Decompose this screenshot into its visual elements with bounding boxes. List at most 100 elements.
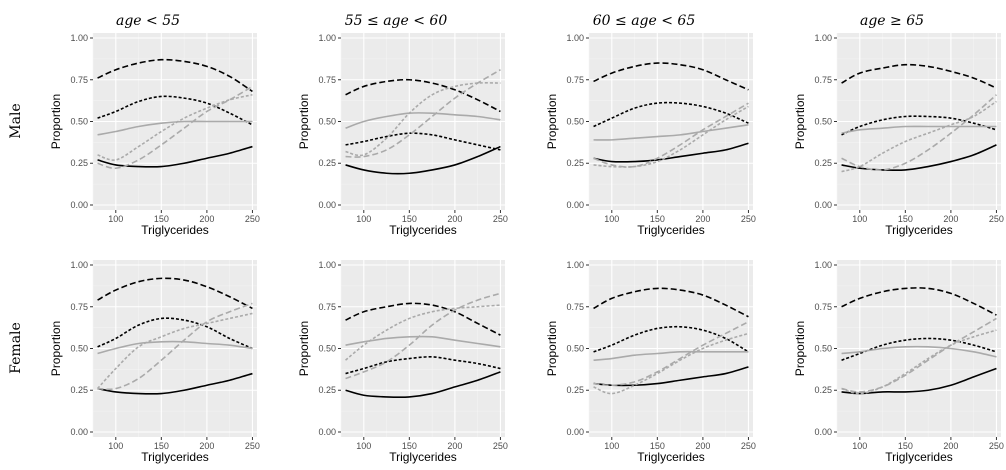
curve-solid-gray	[593, 350, 749, 361]
x-axis-title: Triglycerides	[885, 450, 953, 464]
x-tick-label: 200	[943, 441, 958, 451]
curve-short-dash-black	[593, 325, 749, 353]
curve-solid-black	[593, 142, 749, 163]
y-tick-label: 0.50	[70, 117, 88, 127]
x-axis-title: Triglycerides	[637, 223, 705, 237]
curve-solid-gray	[345, 112, 501, 129]
x-tick-label: 250	[245, 214, 260, 224]
y-tick-label: 0.50	[566, 117, 584, 127]
y-tick-label: 0.25	[814, 385, 832, 395]
y-tick-label: 0.75	[566, 302, 584, 312]
curve-solid-black	[97, 372, 253, 395]
y-tick-label: 0.75	[814, 75, 832, 85]
x-tick-label: 100	[356, 214, 371, 224]
column-title-age-60-to-65: 60 ≤ age < 65	[593, 13, 696, 29]
y-tick-label: 1.00	[566, 260, 584, 270]
x-axis-title: Triglycerides	[141, 223, 209, 237]
x-tick-label: 250	[245, 441, 260, 451]
panel-1-0: 0.00 0.25 0.50 0.75 1.00 100 150 200 250 Triglyce…	[49, 260, 260, 464]
y-tick-label: 0.25	[318, 158, 336, 168]
y-tick-label: 0.00	[318, 427, 336, 437]
x-tick-label: 150	[402, 214, 417, 224]
x-tick-label: 250	[741, 441, 756, 451]
row-title-male: Male	[8, 103, 24, 138]
y-tick-label: 0.25	[814, 158, 832, 168]
x-tick-label: 200	[695, 441, 710, 451]
y-tick-label: 0.75	[318, 75, 336, 85]
x-tick-label: 250	[493, 214, 508, 224]
y-tick-label: 0.50	[318, 344, 336, 354]
panel-1-3: 0.00 0.25 0.50 0.75 1.00 100 150 200 250 Triglyce…	[793, 260, 1004, 464]
curve-short-dash-gray	[345, 82, 501, 157]
y-tick-label: 0.00	[814, 200, 832, 210]
y-tick-label: 0.25	[566, 158, 584, 168]
y-tick-label: 0.50	[566, 344, 584, 354]
y-tick-label: 0.50	[70, 344, 88, 354]
curve-long-dash-gray	[345, 69, 501, 158]
x-axis-title: Triglycerides	[637, 450, 705, 464]
x-tick-label: 250	[493, 441, 508, 451]
x-tick-label: 150	[154, 214, 169, 224]
x-tick-label: 200	[199, 214, 214, 224]
x-tick-label: 150	[402, 441, 417, 451]
curve-short-dash-black	[841, 115, 997, 136]
y-axis-title: Proportion	[545, 94, 559, 149]
curve-solid-black	[345, 145, 501, 175]
y-tick-label: 0.75	[566, 75, 584, 85]
curve-long-dash-black	[593, 287, 749, 318]
y-tick-label: 1.00	[70, 33, 88, 43]
y-axis-title: Proportion	[793, 321, 807, 376]
y-tick-label: 0.25	[566, 385, 584, 395]
x-tick-label: 100	[356, 441, 371, 451]
x-tick-label: 100	[852, 441, 867, 451]
curve-solid-black	[841, 144, 997, 172]
x-tick-label: 250	[741, 214, 756, 224]
y-tick-label: 0.00	[70, 427, 88, 437]
y-tick-label: 1.00	[318, 33, 336, 43]
column-title-age-65-plus: age ≥ 65	[860, 13, 924, 29]
y-tick-label: 1.00	[814, 260, 832, 270]
curve-long-dash-black	[97, 58, 253, 93]
y-axis-title: Proportion	[297, 94, 311, 149]
y-tick-label: 0.25	[70, 385, 88, 395]
y-tick-label: 0.75	[70, 75, 88, 85]
curve-long-dash-black	[841, 287, 997, 316]
y-tick-label: 1.00	[566, 33, 584, 43]
curve-solid-gray	[841, 125, 997, 134]
x-axis-title: Triglycerides	[389, 223, 457, 237]
curve-short-dash-black	[593, 101, 749, 128]
y-axis-title: Proportion	[49, 94, 63, 149]
x-axis-title: Triglycerides	[389, 450, 457, 464]
curve-short-dash-black	[841, 337, 997, 361]
curve-short-dash-gray	[593, 332, 749, 395]
y-tick-label: 0.75	[814, 302, 832, 312]
curve-solid-gray	[345, 335, 501, 348]
y-tick-label: 0.50	[814, 344, 832, 354]
y-tick-label: 0.00	[814, 427, 832, 437]
curve-long-dash-gray	[97, 302, 253, 391]
y-tick-label: 0.25	[318, 385, 336, 395]
curve-solid-gray	[593, 124, 749, 141]
y-tick-label: 1.00	[318, 260, 336, 270]
x-tick-label: 200	[695, 214, 710, 224]
x-tick-label: 100	[852, 214, 867, 224]
panel-0-2: 0.00 0.25 0.50 0.75 1.00 100 150 200 250 Triglyce…	[545, 33, 756, 237]
x-tick-label: 200	[447, 441, 462, 451]
row-title-female: Female	[8, 322, 24, 374]
curve-short-dash-gray	[345, 304, 501, 361]
y-axis-title: Proportion	[793, 94, 807, 149]
x-tick-label: 100	[604, 441, 619, 451]
panel-1-2: 0.00 0.25 0.50 0.75 1.00 100 150 200 250 Triglyce…	[545, 260, 756, 464]
x-axis-title: Triglycerides	[885, 223, 953, 237]
column-title-age-55-to-60: 55 ≤ age < 60	[345, 13, 448, 29]
y-tick-label: 0.00	[566, 200, 584, 210]
curve-solid-black	[345, 371, 501, 399]
curve-short-dash-black	[345, 132, 501, 151]
curve-long-dash-gray	[841, 317, 997, 393]
y-axis-title: Proportion	[49, 321, 63, 376]
y-tick-label: 0.50	[814, 117, 832, 127]
curve-long-dash-black	[841, 63, 997, 89]
panel-0-3: 0.00 0.25 0.50 0.75 1.00 100 150 200 250 Triglyce…	[793, 33, 1004, 237]
x-tick-label: 100	[604, 214, 619, 224]
curve-solid-gray	[97, 340, 253, 355]
